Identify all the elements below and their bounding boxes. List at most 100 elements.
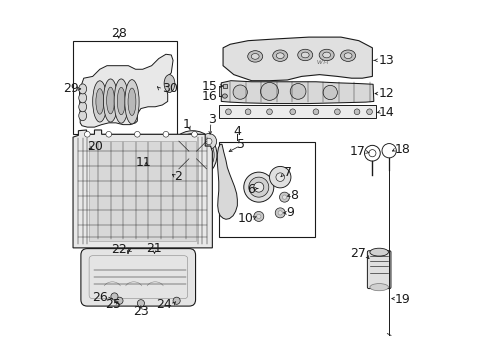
Ellipse shape (167, 161, 175, 165)
Text: 13: 13 (378, 54, 394, 67)
Circle shape (111, 293, 118, 300)
Circle shape (256, 214, 261, 219)
Circle shape (183, 145, 203, 165)
Text: 18: 18 (394, 143, 409, 156)
Text: 25: 25 (105, 298, 121, 311)
Bar (219, 105, 375, 118)
Ellipse shape (96, 89, 103, 114)
Ellipse shape (272, 50, 287, 62)
Circle shape (137, 300, 144, 307)
Circle shape (312, 109, 318, 114)
Circle shape (253, 182, 263, 192)
Ellipse shape (340, 50, 355, 62)
Text: 7: 7 (283, 166, 291, 179)
Text: 19: 19 (394, 293, 409, 306)
Ellipse shape (79, 93, 86, 103)
Ellipse shape (117, 87, 125, 115)
Bar (167, 163, 175, 176)
Circle shape (163, 131, 168, 137)
Ellipse shape (79, 84, 86, 94)
Bar (219, 143, 315, 237)
Circle shape (282, 195, 286, 199)
Text: 26: 26 (92, 291, 108, 305)
Text: 15: 15 (201, 80, 217, 93)
Text: 1: 1 (183, 118, 190, 131)
Circle shape (84, 131, 90, 137)
Ellipse shape (276, 53, 284, 59)
Ellipse shape (128, 88, 136, 116)
Circle shape (290, 84, 305, 99)
Text: VVT-i: VVT-i (316, 60, 328, 64)
Bar (89, 141, 196, 241)
Ellipse shape (106, 87, 114, 114)
Polygon shape (80, 54, 173, 127)
Circle shape (275, 173, 284, 181)
Ellipse shape (93, 81, 107, 122)
Text: 24: 24 (156, 298, 172, 311)
Ellipse shape (344, 53, 351, 59)
Text: 10: 10 (237, 212, 253, 225)
Circle shape (134, 131, 140, 137)
Text: 12: 12 (378, 87, 394, 100)
Ellipse shape (322, 52, 330, 58)
Circle shape (353, 109, 359, 114)
Ellipse shape (103, 79, 118, 122)
Ellipse shape (79, 111, 86, 121)
Text: 17: 17 (349, 145, 365, 158)
Circle shape (116, 297, 123, 304)
Circle shape (248, 177, 268, 197)
Circle shape (173, 297, 180, 304)
FancyBboxPatch shape (366, 251, 390, 289)
Text: 5: 5 (237, 138, 245, 151)
Circle shape (260, 82, 278, 100)
Circle shape (323, 85, 337, 100)
Text: 20: 20 (87, 140, 103, 153)
Ellipse shape (164, 75, 175, 93)
Text: 3: 3 (207, 113, 215, 126)
Ellipse shape (79, 102, 86, 112)
Circle shape (275, 208, 285, 218)
Text: 23: 23 (133, 305, 148, 318)
Circle shape (191, 131, 197, 137)
Circle shape (278, 211, 282, 215)
Text: 27: 27 (349, 247, 365, 260)
Circle shape (269, 166, 290, 188)
Text: 29: 29 (62, 82, 78, 95)
Text: 11: 11 (136, 156, 151, 168)
Text: 2: 2 (174, 170, 182, 183)
Text: 4: 4 (233, 125, 241, 138)
Circle shape (106, 131, 111, 137)
Circle shape (279, 192, 289, 202)
Circle shape (168, 131, 217, 179)
Text: 14: 14 (378, 105, 394, 119)
Circle shape (143, 153, 148, 158)
Circle shape (366, 109, 372, 114)
Text: 8: 8 (290, 189, 298, 202)
Circle shape (201, 134, 216, 149)
Ellipse shape (222, 94, 227, 98)
Polygon shape (73, 130, 212, 248)
Bar (223, 84, 227, 88)
Polygon shape (223, 37, 372, 81)
Circle shape (139, 149, 153, 163)
Polygon shape (217, 144, 237, 219)
Circle shape (253, 211, 263, 221)
Circle shape (266, 109, 272, 114)
Polygon shape (221, 81, 373, 104)
Ellipse shape (301, 52, 308, 58)
Ellipse shape (124, 80, 139, 124)
Ellipse shape (369, 284, 387, 291)
Text: 22: 22 (111, 243, 127, 256)
Circle shape (289, 109, 295, 114)
Ellipse shape (251, 54, 259, 59)
Ellipse shape (369, 248, 387, 256)
Text: 16: 16 (201, 90, 217, 103)
Circle shape (205, 138, 212, 145)
Ellipse shape (297, 49, 312, 61)
Text: 30: 30 (162, 82, 177, 95)
Ellipse shape (319, 49, 333, 61)
Circle shape (244, 172, 273, 202)
Circle shape (334, 109, 340, 114)
Bar (73, 41, 176, 134)
Circle shape (225, 109, 231, 114)
